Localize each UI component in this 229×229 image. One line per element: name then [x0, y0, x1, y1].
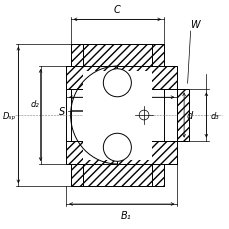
Polygon shape — [117, 67, 177, 90]
Text: B: B — [122, 109, 129, 119]
Circle shape — [103, 134, 131, 162]
Polygon shape — [73, 49, 166, 182]
Text: d₃: d₃ — [210, 111, 219, 120]
Text: C: C — [114, 5, 120, 15]
Text: B₁: B₁ — [120, 210, 131, 220]
Text: d₂: d₂ — [31, 100, 39, 109]
Polygon shape — [82, 71, 151, 160]
Polygon shape — [70, 160, 82, 186]
Polygon shape — [82, 45, 151, 71]
Polygon shape — [117, 141, 177, 164]
Polygon shape — [177, 90, 188, 141]
Polygon shape — [66, 141, 117, 164]
Polygon shape — [151, 160, 163, 186]
Text: W: W — [190, 20, 199, 30]
Text: Dₛₚ: Dₛₚ — [3, 111, 16, 120]
Polygon shape — [82, 160, 151, 186]
Text: d: d — [185, 111, 192, 120]
Text: S: S — [58, 106, 65, 116]
Polygon shape — [66, 67, 117, 90]
Circle shape — [103, 69, 131, 97]
Polygon shape — [70, 45, 82, 71]
Polygon shape — [151, 45, 163, 71]
